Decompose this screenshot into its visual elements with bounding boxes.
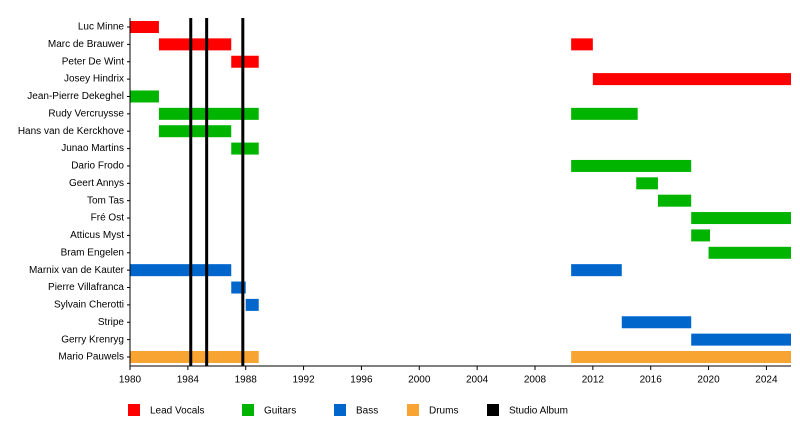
bar	[158, 107, 259, 120]
bar	[571, 38, 593, 51]
bar	[231, 142, 259, 155]
bar	[592, 73, 791, 86]
legend-label: Lead Vocals	[150, 406, 205, 417]
x-tick-label: 1992	[292, 375, 315, 386]
y-tick-label: Marc de Brauwer	[48, 39, 125, 50]
bar	[130, 264, 232, 277]
y-tick-label: Peter De Wint	[62, 56, 124, 67]
bar	[245, 298, 259, 311]
y-tick-label: Pierre Villafranca	[48, 282, 124, 293]
x-tick-label: 2012	[582, 375, 605, 386]
y-tick-label: Fré Ost	[91, 213, 125, 224]
x-tick-label: 1984	[177, 375, 200, 386]
bar	[691, 229, 711, 242]
bar	[621, 316, 692, 329]
x-tick-label: 2024	[755, 375, 778, 386]
bar	[158, 125, 232, 138]
bar	[571, 159, 692, 172]
x-tick-label: 2004	[466, 375, 489, 386]
y-tick-label: Bram Engelen	[61, 247, 124, 258]
bar	[657, 194, 692, 207]
y-tick-label: Junao Martins	[61, 143, 124, 154]
bar	[130, 351, 259, 363]
y-tick-label: Gerry Krenryg	[61, 334, 124, 345]
y-tick-label: Mario Pauwels	[58, 352, 124, 363]
bar	[691, 333, 791, 346]
legend-swatch	[242, 404, 254, 416]
y-tick-label: Hans van de Kerckhove	[18, 126, 125, 137]
x-tick-label: 2020	[697, 375, 720, 386]
y-tick-label: Sylvain Cherotti	[54, 300, 124, 311]
y-tick-label: Dario Frodo	[71, 161, 124, 172]
legend-swatch	[334, 404, 346, 416]
x-tick-label: 1988	[235, 375, 258, 386]
bar	[636, 177, 658, 190]
x-tick-label: 2000	[408, 375, 431, 386]
legend-swatch	[407, 404, 419, 416]
bar	[158, 38, 232, 51]
bar	[691, 212, 791, 225]
y-tick-label: Geert Annys	[69, 178, 124, 189]
x-tick-label: 1996	[350, 375, 373, 386]
y-tick-label: Luc Minne	[78, 22, 125, 33]
x-tick-label: 1980	[119, 375, 142, 386]
legend-label: Drums	[429, 406, 458, 417]
bar	[130, 90, 159, 103]
x-tick-label: 2016	[640, 375, 663, 386]
y-tick-label: Josey Hindrix	[64, 74, 124, 85]
y-tick-label: Tom Tas	[87, 195, 124, 206]
bar	[130, 21, 159, 33]
bar	[231, 55, 259, 68]
bar	[708, 246, 791, 259]
legend-label: Bass	[356, 406, 378, 417]
legend-swatch	[128, 404, 140, 416]
legend-label: Guitars	[264, 406, 296, 417]
legend-label: Studio Album	[509, 406, 568, 417]
y-tick-label: Jean-Pierre Dekeghel	[27, 91, 124, 102]
y-tick-label: Rudy Vercruysse	[48, 108, 124, 119]
x-tick-label: 2008	[524, 375, 547, 386]
legend-swatch	[487, 404, 499, 416]
bar	[571, 351, 791, 363]
bar	[571, 107, 638, 120]
bar	[571, 264, 622, 277]
y-tick-label: Marnix van de Kauter	[29, 265, 125, 276]
y-tick-label: Atticus Myst	[70, 230, 124, 241]
y-tick-label: Stripe	[98, 317, 125, 328]
